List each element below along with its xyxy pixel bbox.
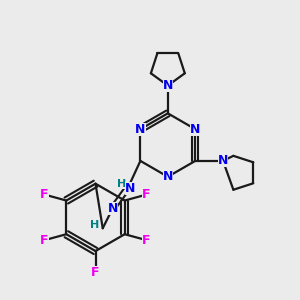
Text: F: F <box>40 188 49 201</box>
Text: N: N <box>125 182 136 195</box>
Text: N: N <box>107 202 118 215</box>
Text: H: H <box>90 220 99 230</box>
Text: N: N <box>163 170 173 183</box>
Text: F: F <box>91 266 100 279</box>
Text: N: N <box>218 154 228 167</box>
Text: F: F <box>142 188 151 201</box>
Text: H: H <box>117 179 126 189</box>
Text: F: F <box>142 234 151 247</box>
Text: N: N <box>135 123 146 136</box>
Text: N: N <box>190 123 200 136</box>
Text: F: F <box>40 234 49 247</box>
Text: N: N <box>163 79 173 92</box>
